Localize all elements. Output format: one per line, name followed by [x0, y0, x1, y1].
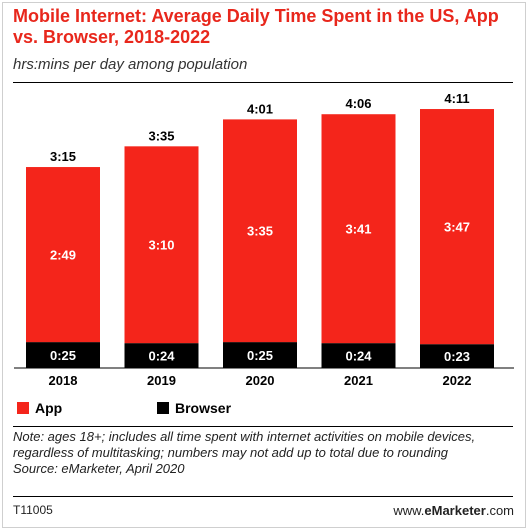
bar-browser-2019: [124, 343, 199, 368]
brand-link[interactable]: www.eMarketer.com: [393, 503, 514, 518]
brand-suffix: .com: [485, 503, 514, 518]
bar-browser-2020: [223, 342, 297, 368]
bar-browser-2022: [420, 344, 494, 368]
bar-app-2021: [321, 114, 396, 344]
label-total-2021: 4:06: [345, 96, 371, 111]
label-app-2021: 3:41: [345, 222, 371, 237]
label-app-2020: 3:35: [247, 224, 273, 239]
chart-subtitle: hrs:mins per day among population: [13, 56, 248, 73]
label-browser-2021: 0:24: [345, 349, 372, 364]
stacked-bar-chart: 0:25 2:49 3:15 2018 0:24 3:10 3:35 2019 0:25 3:35…: [14, 91, 514, 388]
bar-browser-2018: [26, 342, 100, 368]
bar-app-2022: [420, 109, 494, 345]
bar-app-2019: [124, 146, 199, 344]
note-divider: [13, 426, 513, 427]
x-tick-2018: 2018: [49, 373, 78, 388]
footer-divider: [13, 496, 513, 497]
x-tick-2020: 2020: [246, 373, 275, 388]
note-text: Note: ages 18+; includes all time spent …: [13, 429, 476, 460]
label-browser-2020: 0:25: [247, 348, 273, 363]
chart-frame: [2, 2, 526, 528]
source-text: Source: eMarketer, April 2020: [13, 461, 185, 476]
label-app-2019: 3:10: [148, 238, 174, 253]
bar-browser-2021: [321, 343, 396, 368]
chart-title: Mobile Internet: Average Daily Time Spen…: [13, 6, 499, 47]
label-total-2022: 4:11: [444, 91, 469, 106]
x-tick-2022: 2022: [443, 373, 472, 388]
label-total-2019: 3:35: [148, 128, 174, 143]
top-divider: [13, 82, 513, 83]
x-tick-2021: 2021: [344, 373, 373, 388]
label-browser-2022: 0:23: [444, 349, 470, 364]
legend-browser-label: Browser: [175, 400, 232, 416]
legend-app: App: [17, 400, 62, 416]
label-browser-2018: 0:25: [50, 348, 76, 363]
label-browser-2019: 0:24: [148, 349, 175, 364]
x-tick-2019: 2019: [147, 373, 176, 388]
brand-prefix: www.: [393, 503, 425, 518]
label-app-2022: 3:47: [444, 220, 470, 235]
footnote: Note: ages 18+; includes all time spent …: [13, 429, 518, 477]
brand-name: eMarketer: [424, 503, 486, 518]
bar-app-2018: [26, 167, 100, 343]
label-total-2020: 4:01: [247, 101, 273, 116]
legend-app-swatch: [17, 402, 29, 414]
legend-browser: Browser: [157, 400, 231, 416]
label-app-2018: 2:49: [50, 248, 76, 263]
label-total-2018: 3:15: [50, 149, 76, 164]
chart-code: T11005: [13, 503, 53, 517]
legend-app-label: App: [35, 400, 63, 416]
legend-browser-swatch: [157, 402, 169, 414]
bar-app-2020: [223, 119, 297, 343]
